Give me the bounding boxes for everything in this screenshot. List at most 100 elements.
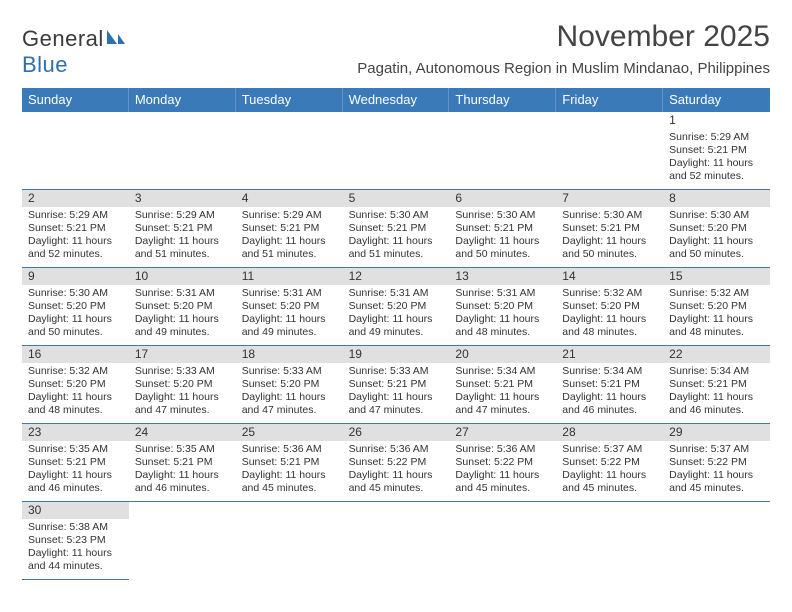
sunrise-line: Sunrise: 5:29 AM bbox=[28, 209, 126, 222]
daylight-line: Daylight: 11 hours and 47 minutes. bbox=[242, 391, 340, 417]
calendar-cell: 8Sunrise: 5:30 AMSunset: 5:20 PMDaylight… bbox=[663, 190, 770, 268]
daylight-line: Daylight: 11 hours and 45 minutes. bbox=[455, 469, 553, 495]
calendar-cell: 6 Sunrise: 5:30 AMSunset: 5:21 PMDaylight… bbox=[449, 190, 556, 268]
daylight-line: Daylight: 11 hours and 49 minutes. bbox=[242, 313, 340, 339]
logo-word-b: Blue bbox=[22, 52, 68, 77]
daylight-line: Daylight: 11 hours and 51 minutes. bbox=[349, 235, 447, 261]
weekday-header: Thursday bbox=[449, 88, 556, 112]
sunrise-line: Sunrise: 5:36 AM bbox=[455, 443, 553, 456]
daylight-line: Daylight: 11 hours and 45 minutes. bbox=[669, 469, 767, 495]
calendar-cell: 21Sunrise: 5:34 AMSunset: 5:21 PMDayligh… bbox=[556, 346, 663, 424]
day-number: 22 bbox=[663, 346, 770, 363]
calendar-cell bbox=[343, 112, 450, 190]
calendar-cell: 17 Sunrise: 5:33 AMSunset: 5:20 PMDayligh… bbox=[129, 346, 236, 424]
calendar-cell: 23Sunrise: 5:35 AMSunset: 5:21 PMDayligh… bbox=[22, 424, 129, 502]
sunset-line: Sunset: 5:21 PM bbox=[349, 222, 447, 235]
sunset-line: Sunset: 5:21 PM bbox=[28, 222, 126, 235]
sunset-line: Sunset: 5:21 PM bbox=[669, 144, 767, 157]
calendar-cell: 7Sunrise: 5:30 AMSunset: 5:21 PMDaylight… bbox=[556, 190, 663, 268]
sunrise-line: Sunrise: 5:31 AM bbox=[242, 287, 340, 300]
sunrise-line: Sunrise: 5:34 AM bbox=[455, 365, 553, 378]
day-number: 16 bbox=[22, 346, 129, 363]
calendar-cell bbox=[343, 502, 450, 580]
day-number: 17 bbox=[129, 346, 236, 363]
weekday-header: Saturday bbox=[663, 88, 770, 112]
sunset-line: Sunset: 5:20 PM bbox=[669, 300, 767, 313]
weekday-header: Tuesday bbox=[236, 88, 343, 112]
calendar-cell: 28Sunrise: 5:37 AMSunset: 5:22 PMDayligh… bbox=[556, 424, 663, 502]
logo-word-a: General bbox=[22, 26, 104, 51]
sunset-line: Sunset: 5:21 PM bbox=[349, 378, 447, 391]
day-number: 26 bbox=[343, 424, 450, 441]
daylight-line: Daylight: 11 hours and 48 minutes. bbox=[28, 391, 126, 417]
calendar-cell: 14Sunrise: 5:32 AMSunset: 5:20 PMDayligh… bbox=[556, 268, 663, 346]
daylight-line: Daylight: 11 hours and 48 minutes. bbox=[669, 313, 767, 339]
day-number: 20 bbox=[449, 346, 556, 363]
calendar-cell: 9Sunrise: 5:30 AMSunset: 5:20 PMDaylight… bbox=[22, 268, 129, 346]
sunrise-line: Sunrise: 5:32 AM bbox=[28, 365, 126, 378]
calendar-cell: 25Sunrise: 5:36 AMSunset: 5:21 PMDayligh… bbox=[236, 424, 343, 502]
weekday-header: Monday bbox=[129, 88, 236, 112]
calendar-cell: 2Sunrise: 5:29 AMSunset: 5:21 PMDaylight… bbox=[22, 190, 129, 268]
sunset-line: Sunset: 5:21 PM bbox=[135, 222, 233, 235]
day-number: 24 bbox=[129, 424, 236, 441]
sunrise-line: Sunrise: 5:31 AM bbox=[349, 287, 447, 300]
calendar-cell bbox=[22, 112, 129, 190]
day-number: 8 bbox=[663, 190, 770, 207]
sunset-line: Sunset: 5:23 PM bbox=[28, 534, 126, 547]
day-number: 11 bbox=[236, 268, 343, 285]
sunrise-line: Sunrise: 5:32 AM bbox=[562, 287, 660, 300]
sunset-line: Sunset: 5:22 PM bbox=[669, 456, 767, 469]
daylight-line: Daylight: 11 hours and 45 minutes. bbox=[242, 469, 340, 495]
calendar-cell: 22Sunrise: 5:34 AMSunset: 5:21 PMDayligh… bbox=[663, 346, 770, 424]
calendar-cell: 18 Sunrise: 5:33 AMSunset: 5:20 PMDayligh… bbox=[236, 346, 343, 424]
sunrise-line: Sunrise: 5:31 AM bbox=[135, 287, 233, 300]
sunset-line: Sunset: 5:21 PM bbox=[455, 222, 553, 235]
sunset-line: Sunset: 5:21 PM bbox=[455, 378, 553, 391]
sunset-line: Sunset: 5:20 PM bbox=[242, 378, 340, 391]
sunrise-line: Sunrise: 5:36 AM bbox=[349, 443, 447, 456]
day-number: 6 bbox=[449, 190, 556, 207]
sunrise-line: Sunrise: 5:29 AM bbox=[242, 209, 340, 222]
sunrise-line: Sunrise: 5:35 AM bbox=[135, 443, 233, 456]
daylight-line: Daylight: 11 hours and 47 minutes. bbox=[135, 391, 233, 417]
sunset-line: Sunset: 5:20 PM bbox=[28, 378, 126, 391]
location-subtitle: Pagatin, Autonomous Region in Muslim Min… bbox=[357, 60, 770, 77]
calendar-cell bbox=[236, 112, 343, 190]
day-number: 2 bbox=[22, 190, 129, 207]
day-number: 15 bbox=[663, 268, 770, 285]
calendar-cell: 5Sunrise: 5:30 AMSunset: 5:21 PMDaylight… bbox=[343, 190, 450, 268]
daylight-line: Daylight: 11 hours and 46 minutes. bbox=[135, 469, 233, 495]
day-number: 4 bbox=[236, 190, 343, 207]
daylight-line: Daylight: 11 hours and 48 minutes. bbox=[455, 313, 553, 339]
sunrise-line: Sunrise: 5:34 AM bbox=[669, 365, 767, 378]
sunset-line: Sunset: 5:20 PM bbox=[349, 300, 447, 313]
daylight-line: Daylight: 11 hours and 50 minutes. bbox=[455, 235, 553, 261]
sunset-line: Sunset: 5:20 PM bbox=[135, 378, 233, 391]
calendar-cell bbox=[236, 502, 343, 580]
sunrise-line: Sunrise: 5:32 AM bbox=[669, 287, 767, 300]
calendar-cell bbox=[129, 112, 236, 190]
day-number: 18 bbox=[236, 346, 343, 363]
sunset-line: Sunset: 5:21 PM bbox=[242, 222, 340, 235]
sunset-line: Sunset: 5:20 PM bbox=[455, 300, 553, 313]
sunrise-line: Sunrise: 5:33 AM bbox=[242, 365, 340, 378]
daylight-line: Daylight: 11 hours and 46 minutes. bbox=[669, 391, 767, 417]
daylight-line: Daylight: 11 hours and 48 minutes. bbox=[562, 313, 660, 339]
calendar: SundayMondayTuesdayWednesdayThursdayFrid… bbox=[22, 88, 770, 580]
sunrise-line: Sunrise: 5:33 AM bbox=[135, 365, 233, 378]
daylight-line: Daylight: 11 hours and 51 minutes. bbox=[242, 235, 340, 261]
day-number: 30 bbox=[22, 502, 129, 519]
sunset-line: Sunset: 5:21 PM bbox=[562, 378, 660, 391]
calendar-cell bbox=[129, 502, 236, 580]
calendar-cell: 27Sunrise: 5:36 AMSunset: 5:22 PMDayligh… bbox=[449, 424, 556, 502]
day-number: 14 bbox=[556, 268, 663, 285]
sunrise-line: Sunrise: 5:30 AM bbox=[455, 209, 553, 222]
day-number: 7 bbox=[556, 190, 663, 207]
sunrise-line: Sunrise: 5:34 AM bbox=[562, 365, 660, 378]
daylight-line: Daylight: 11 hours and 52 minutes. bbox=[669, 157, 767, 183]
calendar-cell: 12Sunrise: 5:31 AMSunset: 5:20 PMDayligh… bbox=[343, 268, 450, 346]
daylight-line: Daylight: 11 hours and 50 minutes. bbox=[562, 235, 660, 261]
page: GeneralBlue November 2025 Pagatin, Auton… bbox=[0, 0, 792, 612]
sunrise-line: Sunrise: 5:30 AM bbox=[349, 209, 447, 222]
